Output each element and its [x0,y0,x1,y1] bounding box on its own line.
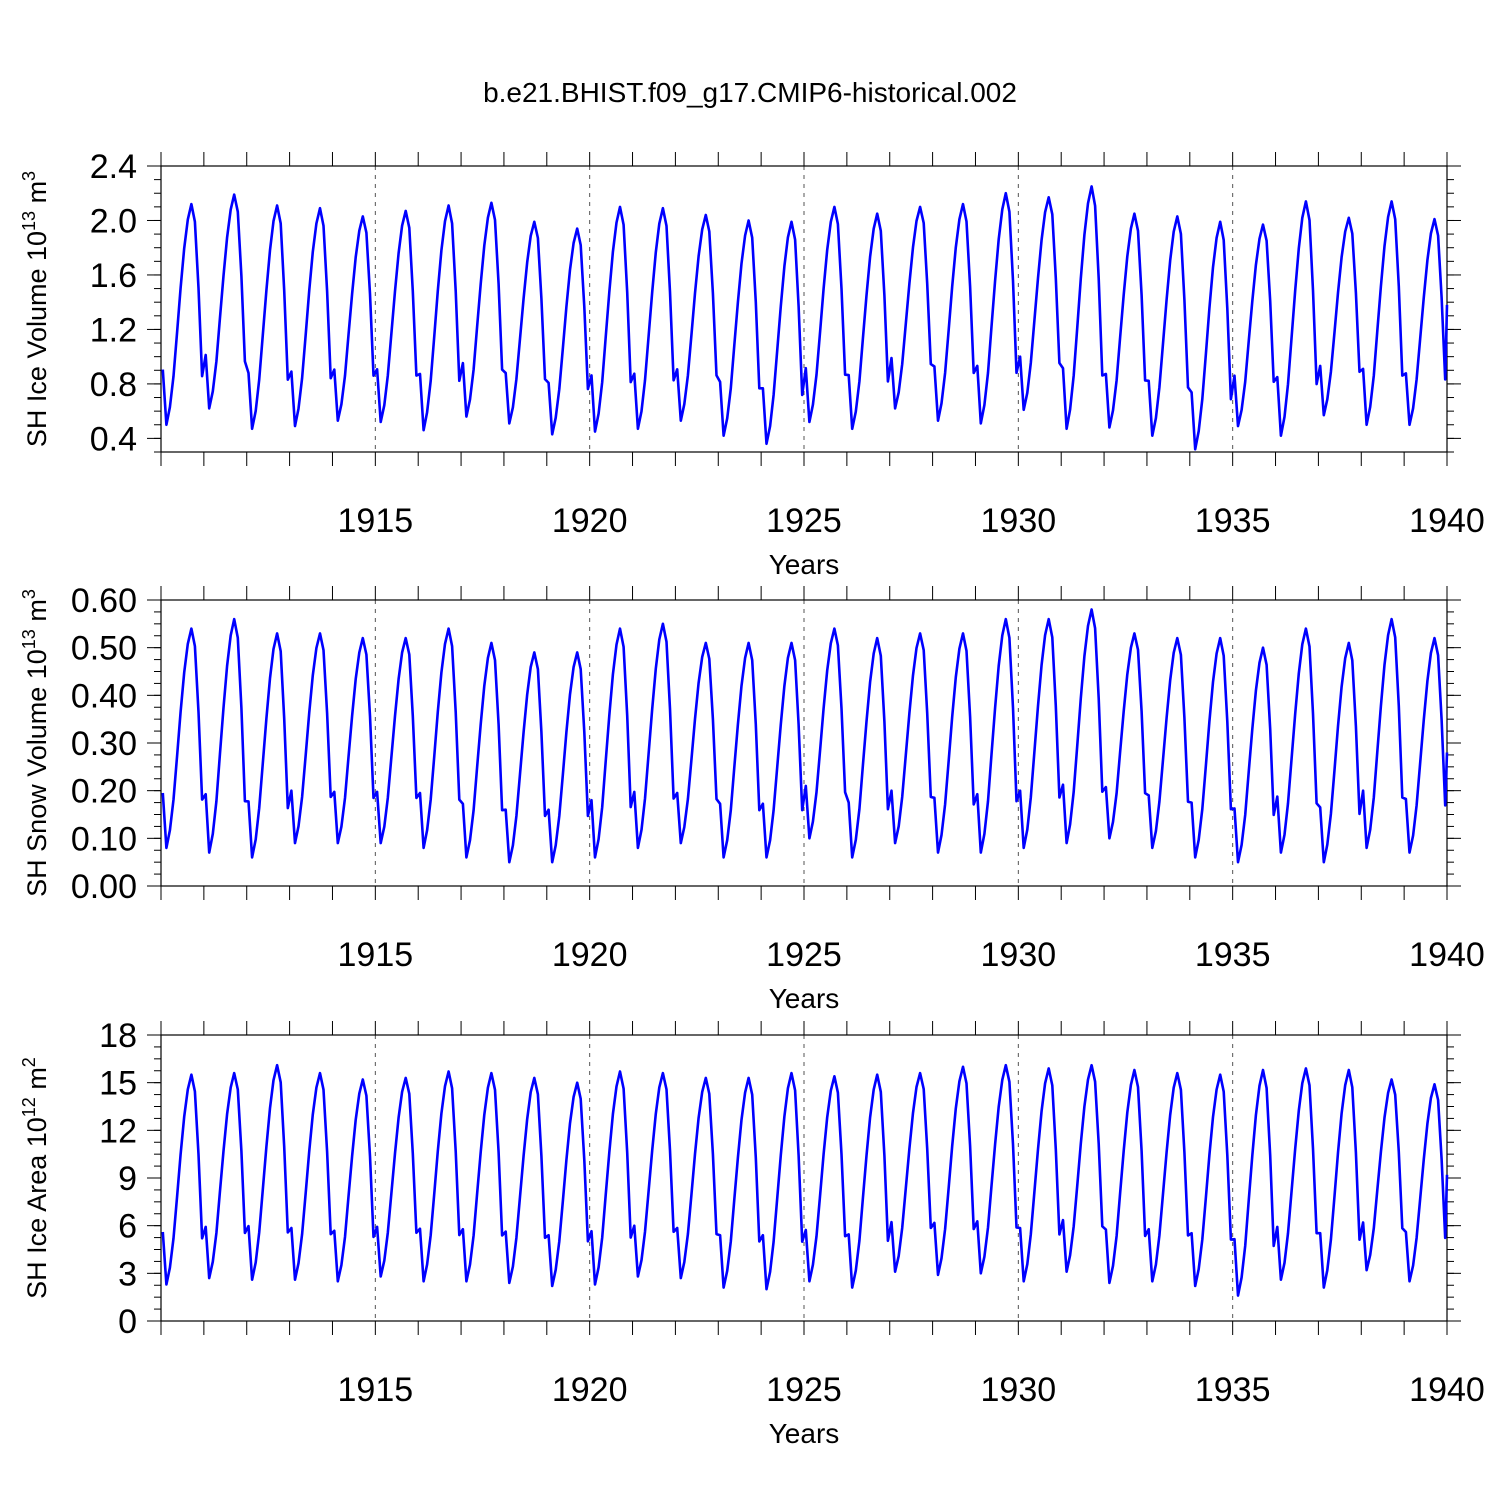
y-tick-label: 0.30 [71,725,137,763]
y-tick-label: 0.4 [90,420,137,458]
x-tick-label: 1915 [338,502,414,540]
y-axis-title-text: SH Snow Volume 10 [22,649,52,897]
y-tick-label: 9 [118,1160,137,1198]
x-tick-label: 1935 [1195,502,1271,540]
panel-2: 1915 1920 1925 1930 1935 1940 Years 0.00 0.10 0.2… [19,582,1485,1014]
x-tick-label: 1930 [981,936,1057,974]
x-tick-label: 1925 [766,1371,842,1409]
x-tick-label: 1920 [552,1371,628,1409]
y-tick-label: 0.50 [71,630,137,668]
x-tick-label: 1920 [552,502,628,540]
y-axis-title-exp: 13 [19,629,39,649]
y-axis-title-text: SH Ice Volume 10 [22,231,52,447]
x-tick-label: 1930 [981,502,1057,540]
y-axis-title-exp: 12 [19,1097,39,1117]
y-tick-label: 0.00 [71,868,137,906]
y-tick-label: 0.40 [71,677,137,715]
y-tick-label: 2.0 [90,202,137,240]
y-axis-title: SH Snow Volume 1013 m3 [19,589,52,897]
panel-1: 1915 1920 1925 1930 1935 1940 Years 0.4 0.8 1.2 1.… [19,148,1485,580]
panel-3: 1915 1920 1925 1930 1935 1940 Years 0 3 6 9 12 15 18 S… [19,1017,1485,1449]
y-tick-label: 0.8 [90,366,137,404]
y-axis-title-exp: 13 [19,211,39,231]
y-tick-label: 1.2 [90,311,137,349]
x-tick-label: 1940 [1409,1371,1485,1409]
y-tick-label: 12 [99,1112,137,1150]
y-axis-title-unit-exp: 3 [19,171,39,181]
x-tick-label: 1925 [766,502,842,540]
y-tick-label: 0.20 [71,773,137,811]
series-line-sh-ice-volume [161,185,1449,451]
y-tick-label: 1.6 [90,257,137,295]
y-axis-title-unit-exp: 3 [19,589,39,599]
y-axis-title: SH Ice Area 1012 m2 [19,1057,52,1299]
x-tick-label: 1930 [981,1371,1057,1409]
y-axis-title-text: SH Ice Area 10 [22,1117,52,1299]
y-tick-label: 18 [99,1017,137,1055]
x-tick-label: 1940 [1409,502,1485,540]
x-axis-title: Years [769,1418,840,1449]
x-tick-label: 1935 [1195,936,1271,974]
y-axis-title: SH Ice Volume 1013 m3 [19,171,52,447]
y-tick-label: 15 [99,1065,137,1103]
series-line-sh-snow-volume [161,608,1449,864]
series-line-sh-ice-area [161,1063,1449,1297]
chart-title: b.e21.BHIST.f09_g17.CMIP6-historical.002 [483,77,1017,108]
y-tick-label: 6 [118,1208,137,1246]
x-axis-title: Years [769,983,840,1014]
x-tick-label: 1940 [1409,936,1485,974]
y-tick-label: 2.4 [90,148,137,186]
x-tick-label: 1920 [552,936,628,974]
y-tick-label: 0 [118,1303,137,1341]
y-axis-title-unit: m [22,181,52,211]
x-tick-label: 1915 [338,936,414,974]
y-tick-label: 0.60 [71,582,137,620]
y-axis-title-unit-exp: 2 [19,1057,39,1067]
x-tick-label: 1935 [1195,1371,1271,1409]
y-tick-label: 0.10 [71,820,137,858]
y-axis-title-unit: m [22,599,52,629]
x-tick-label: 1925 [766,936,842,974]
y-tick-label: 3 [118,1255,137,1293]
x-tick-label: 1915 [338,1371,414,1409]
y-axis-title-unit: m [22,1067,52,1097]
x-axis-title: Years [769,549,840,580]
